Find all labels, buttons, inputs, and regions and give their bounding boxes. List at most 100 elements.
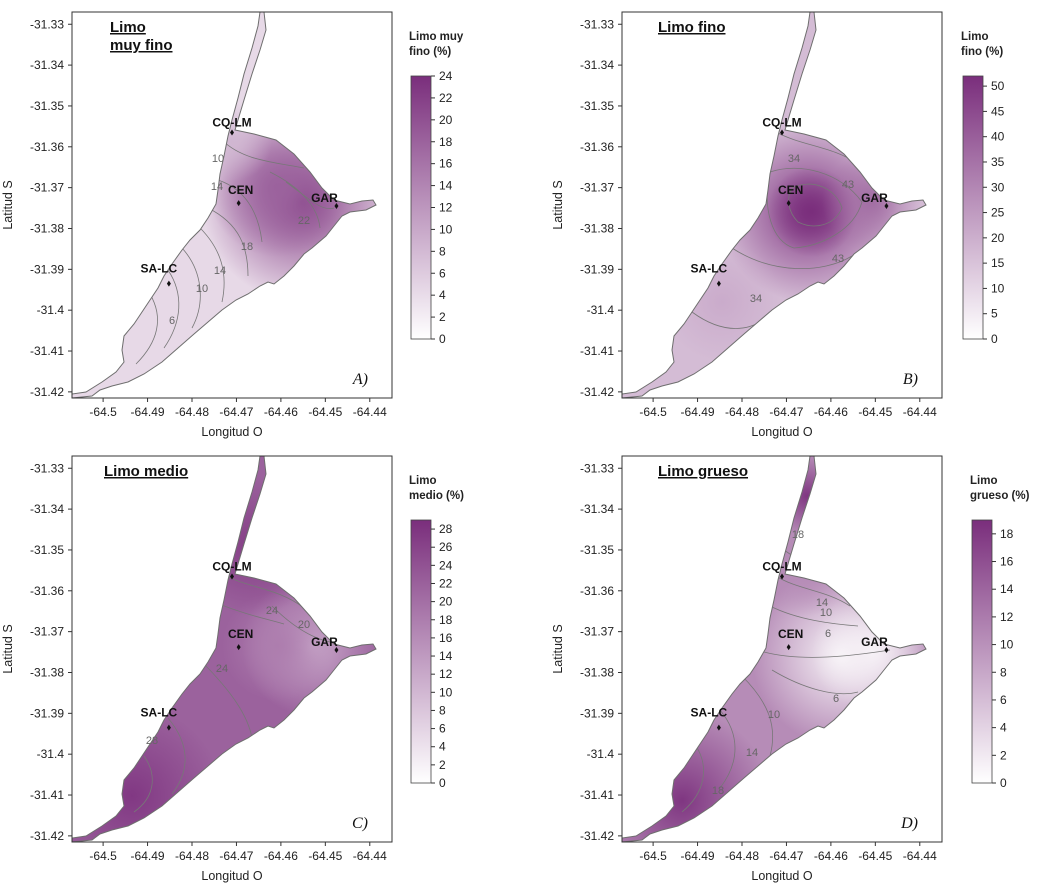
station-label-cq-lm: CQ-LM bbox=[212, 115, 251, 129]
colorbar-tick-label: 4 bbox=[439, 740, 446, 754]
contour-label: 6 bbox=[825, 628, 831, 640]
x-tick-label: -64.45 bbox=[858, 405, 892, 419]
colorbar-tick-label: 12 bbox=[439, 667, 453, 681]
colorbar-tick-label: 14 bbox=[439, 649, 453, 663]
x-tick-label: -64.47 bbox=[769, 849, 803, 863]
colorbar-tick-label: 25 bbox=[991, 206, 1005, 220]
contour-label: 24 bbox=[266, 605, 278, 617]
y-tick-label: -31.4 bbox=[37, 303, 65, 317]
y-axis-title: Latitud S bbox=[1, 624, 15, 673]
y-tick-label: -31.41 bbox=[30, 788, 64, 802]
panel-title: muy fino bbox=[110, 37, 173, 54]
colorbar-tick-label: 0 bbox=[439, 332, 446, 346]
y-tick-label: -31.41 bbox=[580, 344, 614, 358]
colorbar-tick-label: 6 bbox=[1000, 693, 1007, 707]
y-tick-label: -31.34 bbox=[30, 58, 64, 72]
colorbar-title: fino (%) bbox=[409, 46, 451, 58]
x-tick-label: -64.45 bbox=[308, 849, 342, 863]
colorbar-tick-label: 20 bbox=[439, 113, 453, 127]
panel-letter: A) bbox=[352, 371, 368, 388]
x-tick-label: -64.49 bbox=[131, 849, 165, 863]
colorbar-tick-label: 22 bbox=[439, 576, 453, 590]
contour-label: 22 bbox=[298, 215, 310, 227]
x-tick-label: -64.49 bbox=[131, 405, 165, 419]
x-axis-title: Longitud O bbox=[201, 425, 262, 439]
y-tick-label: -31.39 bbox=[580, 262, 614, 276]
colorbar-tick-label: 4 bbox=[439, 288, 446, 302]
colorbar-tick-label: 4 bbox=[1000, 721, 1007, 735]
x-tick-label: -64.48 bbox=[175, 849, 209, 863]
colorbar-tick-label: 10 bbox=[1000, 638, 1014, 652]
x-tick-label: -64.5 bbox=[89, 849, 117, 863]
colorbar-tick-label: 35 bbox=[991, 155, 1005, 169]
y-tick-label: -31.39 bbox=[30, 262, 64, 276]
station-label-cq-lm: CQ-LM bbox=[212, 559, 251, 573]
colorbar-tick-label: 22 bbox=[439, 91, 453, 105]
colorbar-tick-label: 14 bbox=[439, 179, 453, 193]
y-tick-label: -31.42 bbox=[580, 385, 614, 399]
y-axis-title: Latitud S bbox=[551, 624, 565, 673]
contour-label: 10 bbox=[196, 283, 208, 295]
contour-label: 10 bbox=[768, 709, 780, 721]
panel-letter: B) bbox=[903, 371, 918, 388]
y-tick-label: -31.4 bbox=[587, 303, 615, 317]
colorbar-tick-label: 28 bbox=[439, 522, 453, 536]
map-panel-d: 18141066101418CQ-LMCENGARSA-LCD)-31.33-3… bbox=[551, 456, 942, 888]
colorbar-tick-label: 24 bbox=[439, 69, 453, 83]
colorbar-title: Limo bbox=[961, 31, 988, 43]
contour-label: 20 bbox=[298, 619, 310, 631]
contour-label: 18 bbox=[712, 785, 724, 797]
station-label-gar: GAR bbox=[311, 191, 338, 205]
y-tick-label: -31.37 bbox=[580, 181, 614, 195]
y-tick-label: -31.34 bbox=[580, 58, 614, 72]
contour-label: 6 bbox=[169, 315, 175, 327]
station-label-sa-lc: SA-LC bbox=[141, 706, 178, 720]
x-tick-label: -64.47 bbox=[769, 405, 803, 419]
x-axis-title: Longitud O bbox=[751, 869, 812, 883]
station-label-cen: CEN bbox=[778, 627, 803, 641]
map-panel-c: 24202428CQ-LMCENGARSA-LCC)-31.33-31.34-3… bbox=[1, 456, 392, 886]
contour-label: 34 bbox=[750, 293, 762, 305]
colorbar-tick-label: 20 bbox=[439, 595, 453, 609]
station-label-gar: GAR bbox=[861, 191, 888, 205]
panel-letter: D) bbox=[900, 815, 918, 832]
contour-label: 10 bbox=[820, 607, 832, 619]
map-panel-a: 1014221814106CQ-LMCENGARSA-LCA)-31.33-31… bbox=[1, 12, 402, 439]
y-tick-label: -31.35 bbox=[30, 543, 64, 557]
colorbar-tick-label: 18 bbox=[439, 135, 453, 149]
colorbar-title: medio (%) bbox=[409, 490, 464, 502]
colorbar-tick-label: 5 bbox=[991, 307, 998, 321]
station-label-cen: CEN bbox=[228, 627, 253, 641]
colorbar-tick-label: 12 bbox=[439, 201, 453, 215]
x-tick-label: -64.44 bbox=[353, 405, 387, 419]
colorbar-tick-label: 18 bbox=[1000, 527, 1014, 541]
colorbar-tick-label: 8 bbox=[1000, 665, 1007, 679]
station-label-cen: CEN bbox=[778, 183, 803, 197]
x-tick-label: -64.46 bbox=[814, 849, 848, 863]
x-tick-label: -64.5 bbox=[639, 849, 667, 863]
y-tick-label: -31.39 bbox=[30, 706, 64, 720]
x-tick-label: -64.48 bbox=[725, 849, 759, 863]
y-tick-label: -31.42 bbox=[30, 385, 64, 399]
station-label-sa-lc: SA-LC bbox=[691, 706, 728, 720]
y-tick-label: -31.38 bbox=[580, 665, 614, 679]
colorbar-tick-label: 18 bbox=[439, 613, 453, 627]
colorbar-tick-label: 30 bbox=[991, 180, 1005, 194]
panel-title: Limo medio bbox=[104, 463, 188, 480]
colorbar-tick-label: 10 bbox=[991, 281, 1005, 295]
y-tick-label: -31.33 bbox=[30, 461, 64, 475]
colorbar: 024681012141618 bbox=[972, 520, 1014, 790]
x-tick-label: -64.46 bbox=[814, 405, 848, 419]
y-tick-label: -31.35 bbox=[580, 99, 614, 113]
y-tick-label: -31.36 bbox=[30, 140, 64, 154]
station-label-cen: CEN bbox=[228, 183, 253, 197]
x-tick-label: -64.5 bbox=[89, 405, 117, 419]
panel-title: Limo fino bbox=[658, 19, 726, 36]
colorbar-tick-label: 0 bbox=[1000, 776, 1007, 790]
y-tick-label: -31.33 bbox=[580, 461, 614, 475]
colorbar-title: Limo bbox=[970, 475, 997, 487]
y-tick-label: -31.41 bbox=[30, 344, 64, 358]
y-tick-label: -31.42 bbox=[580, 829, 614, 843]
y-tick-label: -31.33 bbox=[30, 17, 64, 31]
panel-title: Limo bbox=[110, 19, 146, 36]
